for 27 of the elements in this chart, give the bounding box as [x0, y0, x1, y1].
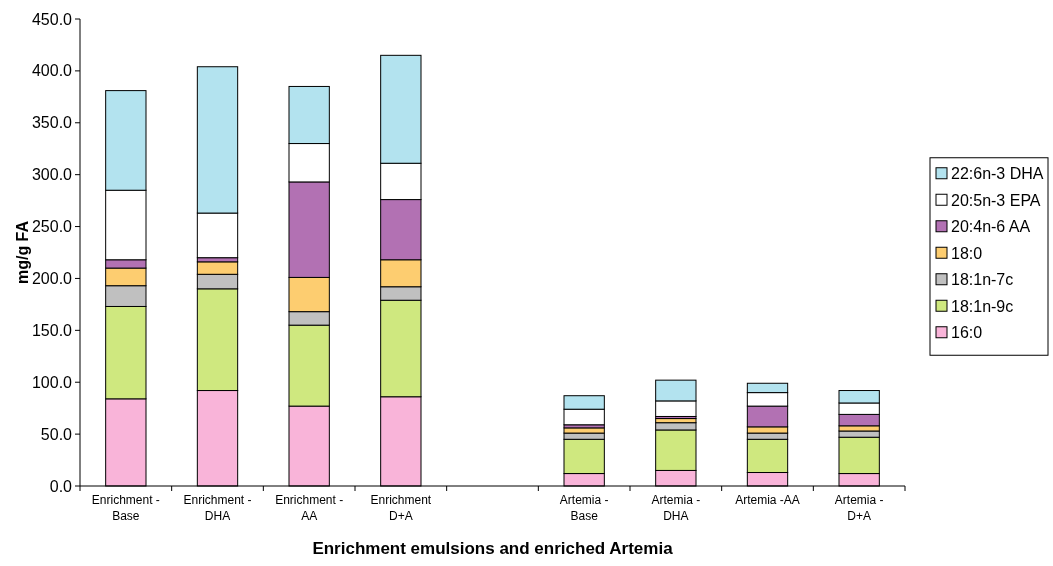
y-tick-label: 50.0	[40, 425, 73, 443]
y-tick-label: 350.0	[31, 114, 73, 132]
y-tick-label: 400.0	[31, 62, 73, 80]
legend-label: 18:1n-9c	[951, 297, 1014, 315]
legend-label: 20:5n-3 EPA	[951, 191, 1041, 209]
x-tick-label: Artemia - DHA	[651, 493, 701, 523]
y-tick-label: 100.0	[31, 373, 73, 391]
legend-label: 20:4n-6 AA	[951, 218, 1031, 236]
y-tick-label: 450.0	[31, 10, 73, 28]
x-tick-label: Artemia - Base	[559, 493, 609, 523]
y-tick-label: 0.0	[49, 477, 73, 495]
y-tick-label: 200.0	[31, 270, 73, 288]
legend-label: 18:0	[951, 244, 983, 262]
x-tick-label: Artemia - D+A	[834, 493, 884, 523]
legend-label: 22:6n-3 DHA	[951, 165, 1044, 183]
y-tick-label: 250.0	[31, 218, 73, 236]
y-tick-label: 150.0	[31, 321, 73, 339]
legend-label: 18:1n-7c	[951, 271, 1014, 289]
legend-label: 16:0	[951, 324, 983, 342]
y-tick-label: 300.0	[31, 166, 73, 184]
y-axis-title: mg/g FA	[14, 220, 31, 285]
x-tick-label: Enrichment D+A	[370, 493, 432, 523]
x-tick-label: Enrichment - DHA	[183, 493, 252, 523]
x-axis-title: Enrichment emulsions and enriched Artemia	[312, 539, 674, 558]
x-tick-label: Artemia -AA	[735, 493, 800, 507]
x-tick-label: Enrichment - Base	[91, 493, 160, 523]
x-tick-label: Enrichment - AA	[275, 493, 344, 523]
